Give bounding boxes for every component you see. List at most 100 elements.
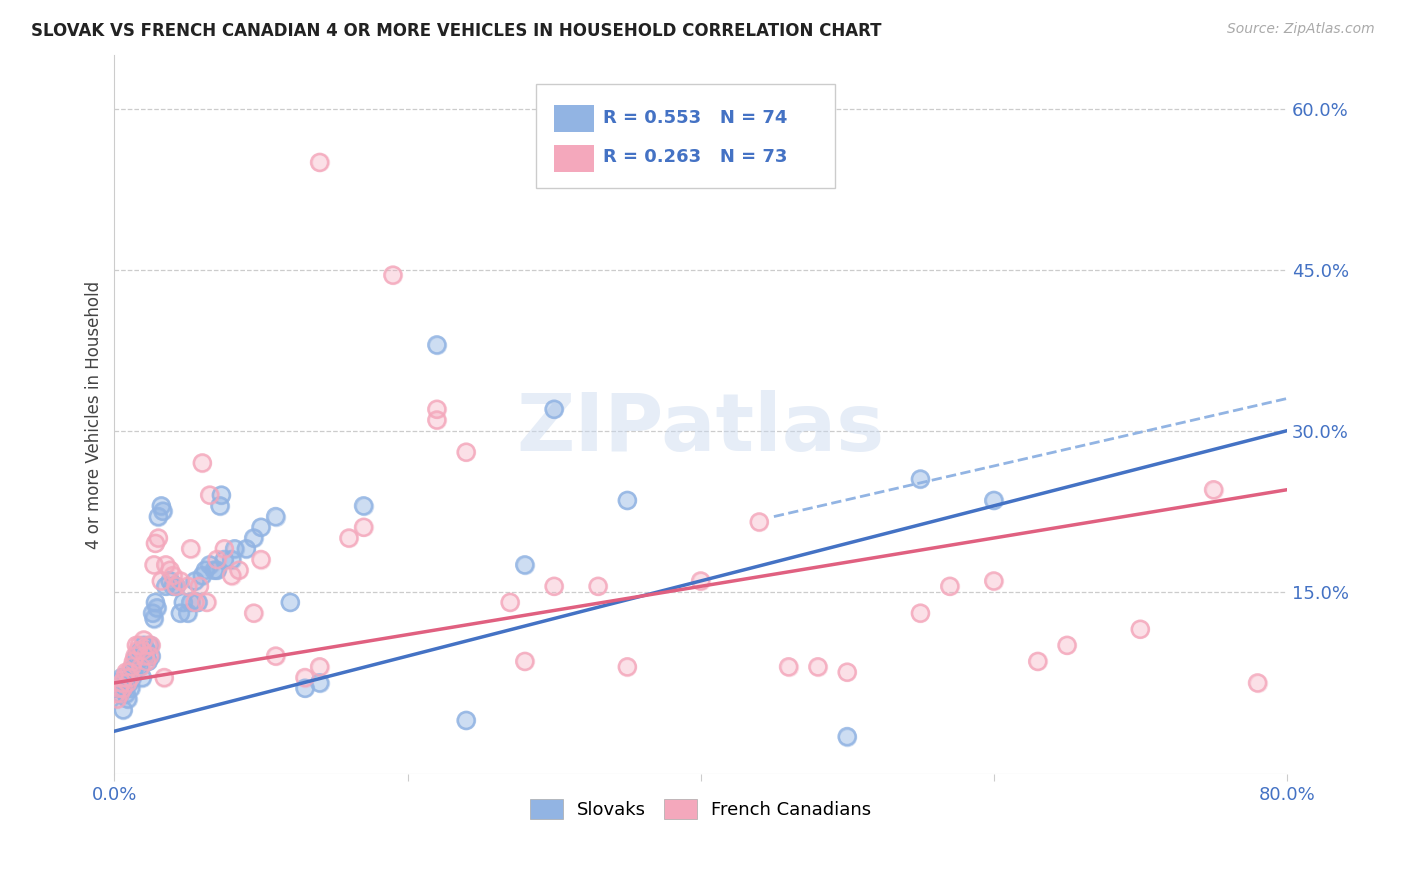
Point (117, 676, 139, 690)
Point (426, 413, 449, 427)
Point (125, 638, 148, 652)
Point (194, 563, 217, 577)
Point (135, 644, 157, 658)
Point (110, 687, 132, 701)
Point (1026, 655, 1049, 669)
Point (124, 660, 146, 674)
Point (426, 402, 449, 417)
Point (132, 632, 155, 647)
Point (148, 531, 170, 545)
Point (221, 568, 243, 582)
Point (162, 568, 184, 582)
Point (152, 504, 174, 518)
Point (308, 660, 330, 674)
Point (543, 402, 565, 417)
Point (128, 638, 150, 652)
Point (353, 499, 375, 513)
Point (118, 665, 141, 680)
Point (150, 499, 173, 513)
Point (191, 568, 214, 582)
Point (214, 552, 236, 566)
Point (132, 638, 155, 652)
Point (129, 660, 152, 674)
Point (165, 579, 187, 593)
Point (426, 338, 449, 352)
Point (150, 574, 173, 588)
Point (910, 472, 932, 486)
Point (353, 499, 375, 513)
Point (224, 541, 246, 556)
Point (939, 579, 962, 593)
Point (132, 632, 155, 647)
Point (195, 595, 218, 609)
Point (426, 338, 449, 352)
Point (983, 574, 1005, 588)
Point (146, 600, 169, 615)
Point (543, 402, 565, 417)
Point (184, 595, 207, 609)
Legend: Slovaks, French Canadians: Slovaks, French Canadians (523, 792, 879, 826)
Point (104, 687, 127, 701)
Point (135, 655, 157, 669)
Point (143, 558, 166, 572)
Point (837, 730, 859, 744)
Point (112, 681, 135, 696)
Point (748, 515, 770, 529)
Point (111, 671, 134, 685)
Point (214, 541, 236, 556)
Point (176, 579, 198, 593)
Point (134, 649, 156, 664)
Point (456, 445, 478, 459)
Point (165, 579, 187, 593)
Point (145, 595, 167, 609)
Point (122, 655, 145, 669)
Point (112, 703, 135, 717)
Point (165, 579, 187, 593)
Point (155, 558, 177, 572)
Point (110, 687, 132, 701)
Point (131, 671, 153, 685)
Point (115, 687, 138, 701)
Point (155, 579, 177, 593)
Point (1056, 638, 1078, 652)
Point (104, 676, 127, 690)
Point (235, 541, 257, 556)
Point (337, 531, 360, 545)
Text: R = 0.553   N = 74: R = 0.553 N = 74 (603, 109, 787, 127)
Point (145, 536, 167, 550)
Point (118, 665, 141, 680)
Point (138, 649, 160, 664)
Point (111, 671, 134, 685)
Point (128, 660, 150, 674)
Point (153, 671, 176, 685)
Y-axis label: 4 or more Vehicles in Household: 4 or more Vehicles in Household (86, 281, 103, 549)
Point (221, 552, 243, 566)
Point (778, 660, 800, 674)
Point (124, 649, 146, 664)
Point (187, 595, 209, 609)
Point (689, 574, 711, 588)
Point (155, 558, 177, 572)
Point (308, 676, 330, 690)
Point (134, 649, 156, 664)
Point (191, 456, 214, 470)
Point (118, 676, 141, 690)
Point (136, 638, 159, 652)
Point (294, 681, 316, 696)
Point (111, 676, 134, 690)
Point (152, 504, 174, 518)
Point (1056, 638, 1078, 652)
Point (169, 574, 191, 588)
Point (148, 531, 170, 545)
Point (224, 541, 246, 556)
Point (148, 509, 170, 524)
Point (264, 649, 287, 664)
Point (145, 536, 167, 550)
Point (180, 541, 202, 556)
Point (1246, 676, 1268, 690)
Point (308, 155, 330, 169)
Point (205, 552, 228, 566)
Point (114, 671, 136, 685)
Point (250, 520, 273, 534)
FancyBboxPatch shape (554, 145, 593, 171)
